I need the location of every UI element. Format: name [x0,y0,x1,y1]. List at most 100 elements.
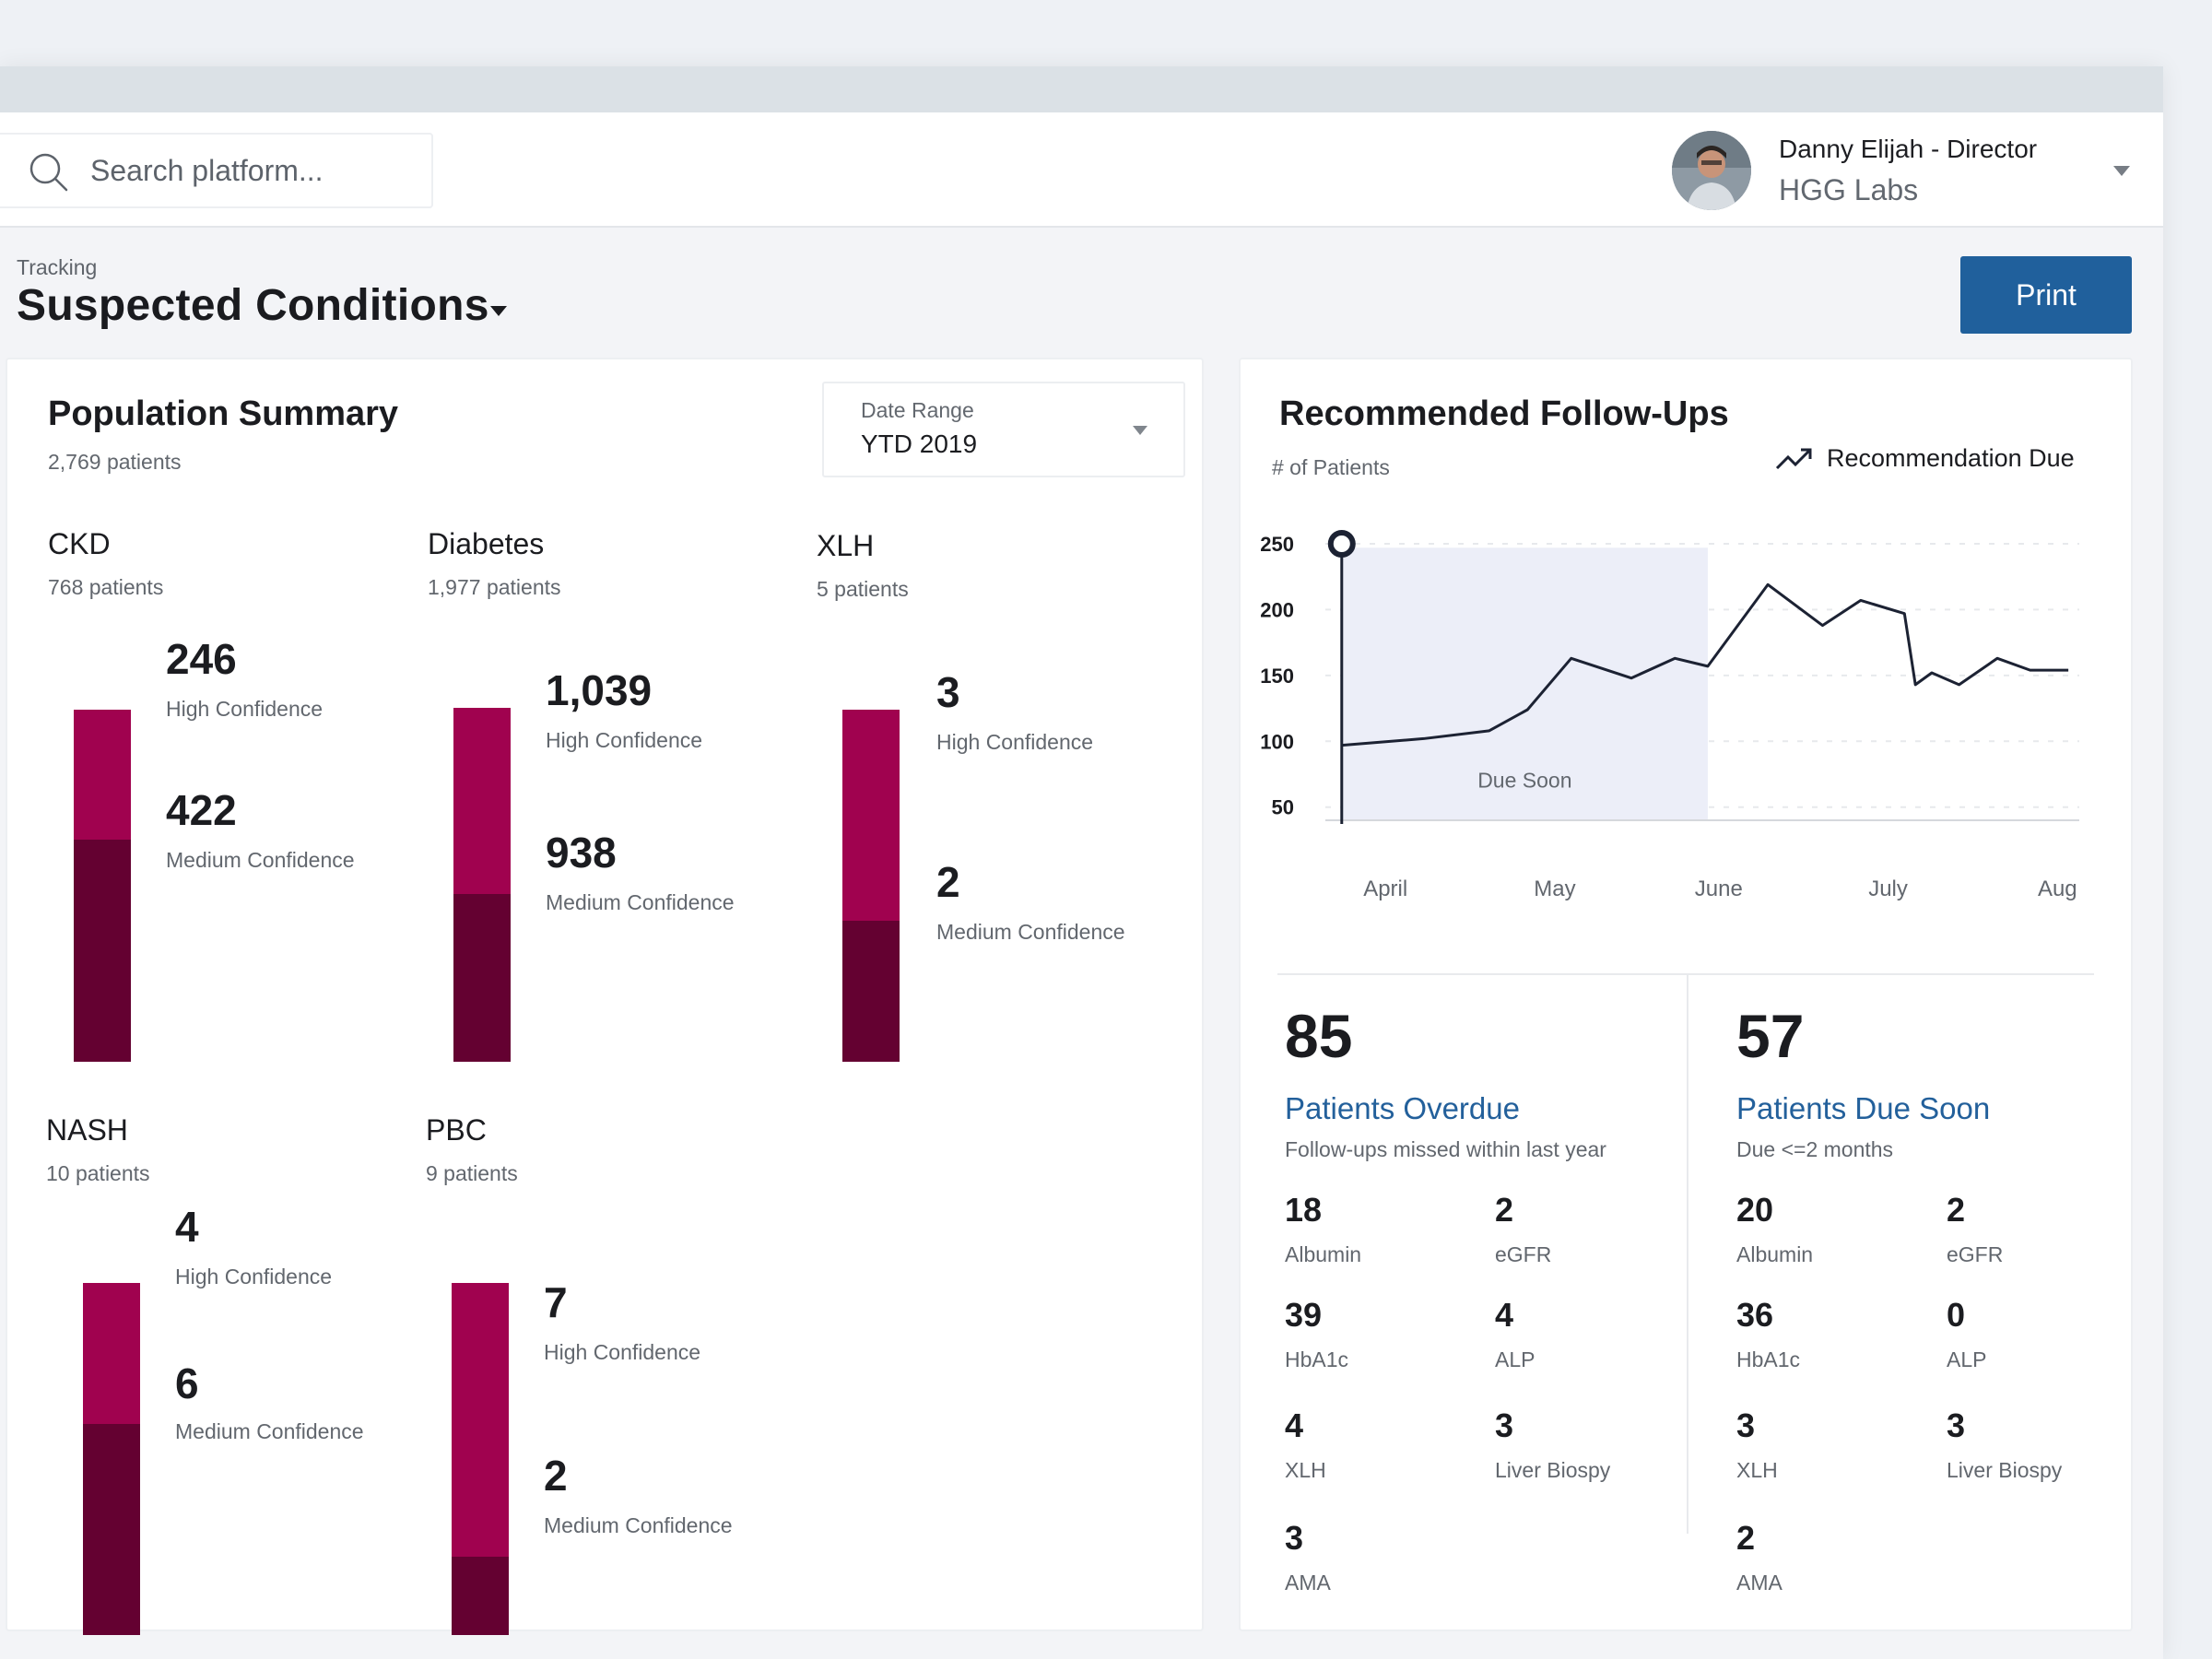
population-summary-card: Population Summary 2,769 patients Date R… [6,358,1204,1635]
stat-label: HbA1c [1285,1347,1349,1371]
y-tick-label: 100 [1260,730,1294,753]
medium-confidence-count: 422 [166,786,237,834]
x-tick-label: July [1868,877,1908,901]
search-box[interactable]: Search platform... [0,133,433,208]
condition-name: Diabetes [428,527,545,560]
stat-value: 4 [1495,1296,1514,1334]
patients-overdue-link[interactable]: Patients Overdue [1285,1091,1520,1125]
y-tick-label: 200 [1260,598,1294,621]
stat-label: XLH [1285,1458,1326,1482]
follow-ups-title: Recommended Follow-Ups [1279,394,1729,433]
stat-label: Liver Biospy [1947,1458,2063,1482]
y-tick-label: 250 [1260,533,1294,556]
stat-label: eGFR [1495,1242,1552,1266]
stat-label: ALP [1947,1347,1987,1371]
series-line [1341,582,2069,747]
high-confidence-count: 7 [544,1278,568,1326]
stat-label: ALP [1495,1347,1535,1371]
top-header: Search platform... Danny Elijah - Direct… [0,112,2163,228]
condition-count: 5 patients [817,577,909,601]
stat-label: Albumin [1285,1242,1362,1266]
condition-name: CKD [48,527,111,560]
medium-confidence-bar [842,921,900,1062]
medium-confidence-label: Medium Confidence [546,890,735,914]
medium-confidence-bar [83,1424,140,1635]
stat-value: 39 [1285,1296,1323,1334]
print-button[interactable]: Print [1960,256,2132,334]
x-tick-label: April [1363,877,1407,901]
y-tick-label: 50 [1272,796,1294,819]
x-axis-ticks: April May June July Aug [1363,877,2077,901]
condition-count: 10 patients [46,1161,150,1185]
stat-value: 3 [1285,1519,1304,1557]
y-axis-label: # of Patients [1272,455,1390,479]
stat-value: 0 [1947,1296,1966,1334]
user-menu-chevron-down-icon[interactable] [2113,166,2130,176]
stat-value: 2 [1495,1191,1514,1229]
medium-confidence-count: 938 [546,829,617,877]
high-confidence-bar [452,1283,509,1557]
legend-label: Recommendation Due [1827,444,2075,472]
stat-label: HbA1c [1736,1347,1801,1371]
date-range-select[interactable]: Date Range YTD 2019 [822,382,1185,477]
page-title[interactable]: Suspected Conditions [17,281,489,330]
stat-value: 18 [1285,1191,1323,1229]
medium-confidence-bar [74,840,131,1062]
search-input[interactable]: Search platform... [90,154,324,187]
window-top-strip [0,66,2163,112]
due-soon-count: 57 [1736,1002,1805,1070]
condition-count: 768 patients [48,575,164,599]
medium-confidence-bar [453,894,511,1062]
medium-confidence-count: 6 [175,1359,199,1407]
population-summary-title: Population Summary [48,394,399,433]
stat-label: XLH [1736,1458,1778,1482]
high-confidence-count: 1,039 [546,666,653,714]
overdue-count: 85 [1285,1002,1353,1070]
chart-start-marker[interactable] [1327,530,1356,558]
condition-count: 9 patients [426,1161,518,1185]
condition-name: PBC [426,1113,487,1147]
follow-ups-line-chart: Due Soon 250 200 150 100 50 April May June July… [1260,530,2079,901]
user-organization: HGG Labs [1779,173,1919,206]
avatar[interactable] [1672,131,1751,210]
app-window: Search platform... Danny Elijah - Direct… [0,66,2163,1659]
stat-value: 4 [1285,1406,1304,1444]
date-range-value: YTD 2019 [861,429,978,458]
high-confidence-label: High Confidence [936,730,1094,754]
column-divider [1687,975,1688,1534]
due-soon-region [1341,547,1708,820]
high-confidence-bar [453,708,511,894]
high-confidence-count: 246 [166,635,237,683]
stat-value: 36 [1736,1296,1774,1334]
high-confidence-count: 4 [175,1203,199,1251]
condition-count: 1,977 patients [428,575,561,599]
medium-confidence-label: Medium Confidence [936,920,1125,944]
user-name: Danny Elijah - Director [1779,135,2038,163]
title-dropdown-chevron-down-icon[interactable] [490,306,507,316]
stat-value: 2 [1947,1191,1966,1229]
medium-confidence-count: 2 [936,858,960,906]
stat-value: 20 [1736,1191,1774,1229]
condition-name: XLH [817,529,875,562]
due-soon-description: Due <=2 months [1736,1137,1894,1161]
section-label: Tracking [17,255,98,279]
high-confidence-bar [74,710,131,840]
high-confidence-count: 3 [936,668,960,716]
stat-label: Albumin [1736,1242,1814,1266]
medium-confidence-label: Medium Confidence [175,1419,364,1443]
date-range-label: Date Range [861,398,974,422]
stat-label: Liver Biospy [1495,1458,1611,1482]
high-confidence-label: High Confidence [544,1340,701,1364]
user-photo-icon [1672,131,1751,210]
population-total: 2,769 patients [48,450,182,474]
medium-confidence-count: 2 [544,1452,568,1500]
x-tick-label: Aug [2038,877,2077,901]
stat-value: 3 [1736,1406,1756,1444]
high-confidence-bar [842,710,900,921]
stat-value: 3 [1495,1406,1514,1444]
high-confidence-bar [83,1283,140,1424]
y-axis-ticks: 250 200 150 100 50 [1260,533,1294,819]
patients-due-soon-link[interactable]: Patients Due Soon [1736,1091,1991,1125]
x-tick-label: May [1534,877,1575,901]
trending-up-icon [1775,448,1812,470]
